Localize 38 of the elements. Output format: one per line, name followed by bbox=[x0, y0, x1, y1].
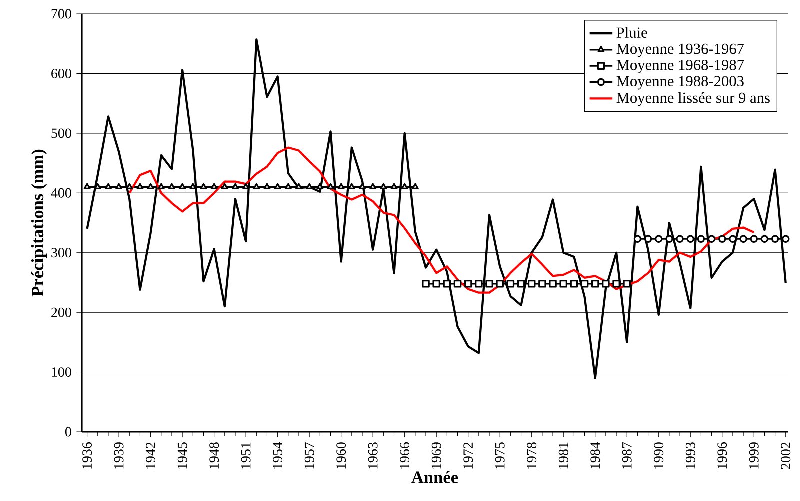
x-tick-label: 1969 bbox=[432, 442, 442, 469]
legend-label: Moyenne 1988-2003 bbox=[616, 76, 744, 90]
y-axis-title: Précipitations (mm) bbox=[31, 150, 48, 297]
y-tick-label: 600 bbox=[52, 69, 72, 78]
x-tick-label: 1990 bbox=[654, 442, 664, 469]
legend-label: Pluie bbox=[616, 27, 648, 38]
x-tick-label: 1978 bbox=[527, 442, 537, 469]
y-tick-label: 700 bbox=[52, 9, 72, 19]
x-tick-label: 1948 bbox=[210, 442, 220, 469]
x-tick-label: 1993 bbox=[686, 442, 696, 469]
x-tick-label: 1957 bbox=[304, 442, 314, 469]
legend-label: Moyenne 1968-1987 bbox=[616, 60, 744, 74]
x-tick-label: 1939 bbox=[114, 442, 124, 469]
x-tick-label: 1972 bbox=[464, 442, 474, 469]
y-tick-label: 300 bbox=[52, 248, 72, 258]
x-tick-label: 1951 bbox=[241, 442, 251, 469]
x-tick-label: 1999 bbox=[749, 442, 759, 469]
x-tick-label: 1945 bbox=[178, 442, 188, 469]
x-tick-label: 1987 bbox=[622, 442, 632, 469]
x-tick-label: 1975 bbox=[495, 442, 505, 469]
x-tick-label: 1960 bbox=[336, 442, 346, 469]
legend-label: Moyenne 1936-1967 bbox=[616, 44, 744, 58]
y-tick-label: 100 bbox=[52, 368, 72, 378]
y-tick-label: 500 bbox=[52, 128, 72, 138]
x-tick-label: 1996 bbox=[718, 442, 728, 469]
x-tick-label: 1966 bbox=[400, 442, 410, 469]
x-tick-label: 1963 bbox=[368, 442, 378, 469]
y-tick-label: 400 bbox=[51, 188, 72, 198]
x-tick-label: 1984 bbox=[590, 442, 600, 469]
x-axis-title: Année bbox=[412, 471, 458, 484]
x-tick-label: 1942 bbox=[146, 442, 156, 469]
legend-label: Moyenne lissée sur 9 ans bbox=[616, 92, 770, 106]
y-tick-label: 0 bbox=[65, 427, 72, 437]
y-tick-label: 200 bbox=[52, 308, 72, 318]
x-tick-label: 1936 bbox=[82, 442, 92, 469]
x-tick-label: 2002 bbox=[781, 442, 791, 470]
x-tick-label: 1981 bbox=[558, 442, 568, 469]
x-tick-label: 1954 bbox=[273, 442, 283, 469]
